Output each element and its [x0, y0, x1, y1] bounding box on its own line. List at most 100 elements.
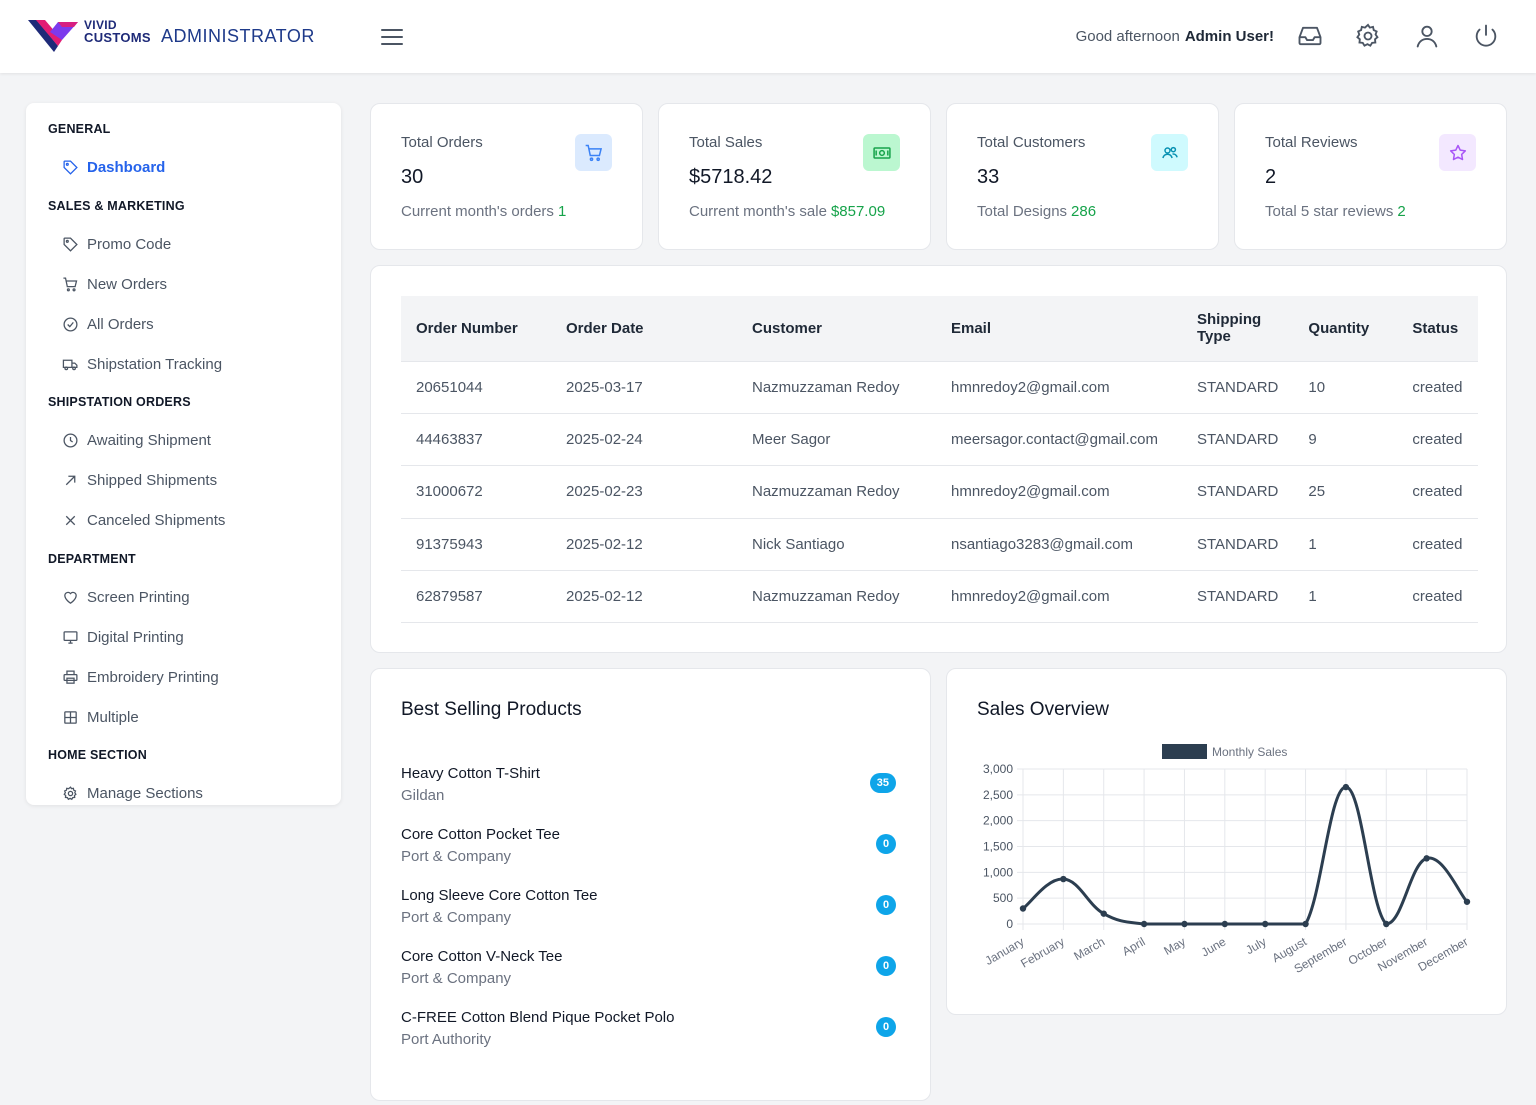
sidebar-item-shipstation-tracking[interactable]: Shipstation Tracking [62, 352, 222, 376]
cell-shipping-type: STANDARD [1182, 465, 1294, 519]
sidebar-item-dashboard[interactable]: Dashboard [62, 155, 165, 179]
sidebar-item-promo-code[interactable]: Promo Code [62, 232, 171, 256]
table-row[interactable]: 44463837 2025-02-24 Meer Sagor meersagor… [401, 413, 1478, 467]
power-icon[interactable] [1472, 22, 1500, 50]
product-name: C-FREE Cotton Blend Pique Pocket Polo [401, 1009, 675, 1026]
stat-subtext: Total Designs 286 [977, 203, 1096, 220]
sidebar-item-all-orders[interactable]: All Orders [62, 312, 154, 336]
stat-label: Total Reviews [1265, 134, 1358, 151]
sidebar-item-canceled-shipments[interactable]: Canceled Shipments [62, 508, 225, 532]
data-point [1181, 920, 1188, 928]
col-customer[interactable]: Customer [737, 296, 936, 361]
sidebar-item-screen-printing[interactable]: Screen Printing [62, 585, 190, 609]
table-row[interactable]: 31000672 2025-02-23 Nazmuzzaman Redoy hm… [401, 465, 1478, 519]
x-icon [65, 515, 76, 525]
col-order-date[interactable]: Order Date [551, 296, 737, 361]
table-row[interactable]: 20651044 2025-03-17 Nazmuzzaman Redoy hm… [401, 361, 1478, 414]
sales-count-badge: 35 [869, 773, 896, 793]
cell-customer: Nazmuzzaman Redoy [737, 465, 936, 519]
cell-shipping-type: STANDARD [1182, 518, 1294, 572]
cell-order-number: 62879587 [401, 570, 551, 624]
col-quantity[interactable]: Quantity [1293, 296, 1398, 361]
cell-status: created [1397, 570, 1478, 624]
brand-logo[interactable] [28, 18, 154, 54]
col-email[interactable]: Email [936, 296, 1182, 361]
user-name: Admin User! [1184, 28, 1274, 45]
stat-sub-label: Total Designs [977, 203, 1068, 220]
logo-mark-icon [28, 20, 78, 52]
stat-label: Total Orders [401, 134, 483, 151]
sales-count-badge: 0 [876, 1017, 896, 1037]
clock-icon [63, 432, 78, 448]
col-order-number[interactable]: Order Number [401, 296, 551, 361]
sidebar-item-label: Multiple [87, 708, 139, 726]
cell-quantity: 1 [1293, 518, 1398, 572]
stat-card-sales: Total Sales $5718.42 Current month's sal… [658, 103, 931, 250]
list-item[interactable]: Heavy Cotton T-Shirt Gildan 35 [401, 765, 896, 809]
sidebar-item-new-orders[interactable]: New Orders [62, 272, 167, 296]
sidebar: GENERAL Dashboard SALES & MARKETING Prom… [26, 103, 341, 805]
col-shipping-type[interactable]: Shipping Type [1182, 296, 1294, 361]
x-tick-label: May [1161, 934, 1188, 957]
arrow-up-right-icon [65, 475, 76, 485]
grid-icon [64, 710, 77, 724]
sidebar-item-multiple[interactable]: Multiple [62, 705, 139, 729]
product-brand: Port Authority [401, 1031, 492, 1048]
gear-icon[interactable] [1354, 22, 1382, 50]
data-point [1060, 875, 1067, 883]
sales-count-badge: 0 [876, 956, 896, 976]
cell-status: created [1397, 361, 1478, 414]
table-row[interactable]: 91375943 2025-02-12 Nick Santiago nsanti… [401, 518, 1478, 572]
cell-email: hmnredoy2@gmail.com [936, 465, 1182, 519]
sidebar-item-embroidery-printing[interactable]: Embroidery Printing [62, 665, 219, 689]
menu-toggle-icon[interactable] [378, 24, 406, 50]
list-item[interactable]: Core Cotton Pocket Tee Port & Company 0 [401, 826, 896, 870]
sidebar-item-label: Shipstation Tracking [87, 355, 223, 373]
col-status[interactable]: Status [1397, 296, 1478, 361]
top-header: VIVID CUSTOMS ADMINISTRATOR Good afterno… [0, 0, 1536, 73]
logo-line-2: CUSTOMS [84, 30, 151, 45]
stat-value: $5718.42 [689, 166, 773, 188]
product-name: Long Sleeve Core Cotton Tee [401, 887, 598, 904]
user-icon[interactable] [1413, 22, 1441, 50]
tag-icon [63, 159, 78, 175]
table-row[interactable]: 62879587 2025-02-12 Nazmuzzaman Redoy hm… [401, 570, 1478, 624]
cell-order-date: 2025-02-24 [551, 413, 737, 467]
list-item[interactable]: C-FREE Cotton Blend Pique Pocket Polo Po… [401, 1009, 896, 1053]
table-header-row: Order Number Order Date Customer Email S… [401, 296, 1478, 361]
sidebar-item-digital-printing[interactable]: Digital Printing [62, 625, 184, 649]
inbox-icon[interactable] [1296, 22, 1324, 50]
cell-order-number: 44463837 [401, 413, 551, 467]
cell-order-number: 20651044 [401, 361, 551, 414]
cell-customer: Nazmuzzaman Redoy [737, 361, 936, 414]
sales-line-chart: Monthly Sales 0 500 1,000 1,500 2,000 2,500 3,0… [983, 744, 1471, 976]
sidebar-item-label: Dashboard [87, 158, 166, 176]
cart-icon [575, 134, 612, 171]
product-brand: Gildan [401, 787, 445, 804]
stat-card-customers: Total Customers 33 Total Designs 286 [946, 103, 1219, 250]
cell-email: hmnredoy2@gmail.com [936, 570, 1182, 624]
sidebar-item-shipped-shipments[interactable]: Shipped Shipments [62, 468, 217, 492]
sidebar-item-manage-sections[interactable]: Manage Sections [62, 781, 203, 805]
data-point [1463, 898, 1471, 905]
y-tick-label: 0 [1006, 917, 1013, 931]
x-tick-label: June [1199, 934, 1229, 959]
best-selling-title: Best Selling Products [401, 699, 582, 720]
cash-icon [863, 134, 900, 171]
tag-icon [63, 236, 78, 252]
y-tick-label: 2,500 [983, 788, 1013, 802]
stat-card-orders: Total Orders 30 Current month's orders 1 [370, 103, 643, 250]
y-tick-label: 500 [993, 891, 1013, 905]
stat-sub-value: 286 [1071, 203, 1097, 220]
stat-subtext: Current month's sale $857.09 [689, 203, 885, 220]
sidebar-item-awaiting-shipment[interactable]: Awaiting Shipment [62, 428, 211, 452]
cell-quantity: 1 [1293, 570, 1398, 624]
list-item[interactable]: Core Cotton V-Neck Tee Port & Company 0 [401, 948, 896, 992]
list-item[interactable]: Long Sleeve Core Cotton Tee Port & Compa… [401, 887, 896, 931]
sidebar-item-label: Promo Code [87, 235, 172, 253]
data-point [1302, 920, 1309, 928]
best-selling-card: Best Selling Products Heavy Cotton T-Shi… [370, 668, 931, 1101]
cell-status: created [1397, 413, 1478, 467]
stat-value: 30 [401, 166, 424, 188]
stat-label: Total Sales [689, 134, 763, 151]
